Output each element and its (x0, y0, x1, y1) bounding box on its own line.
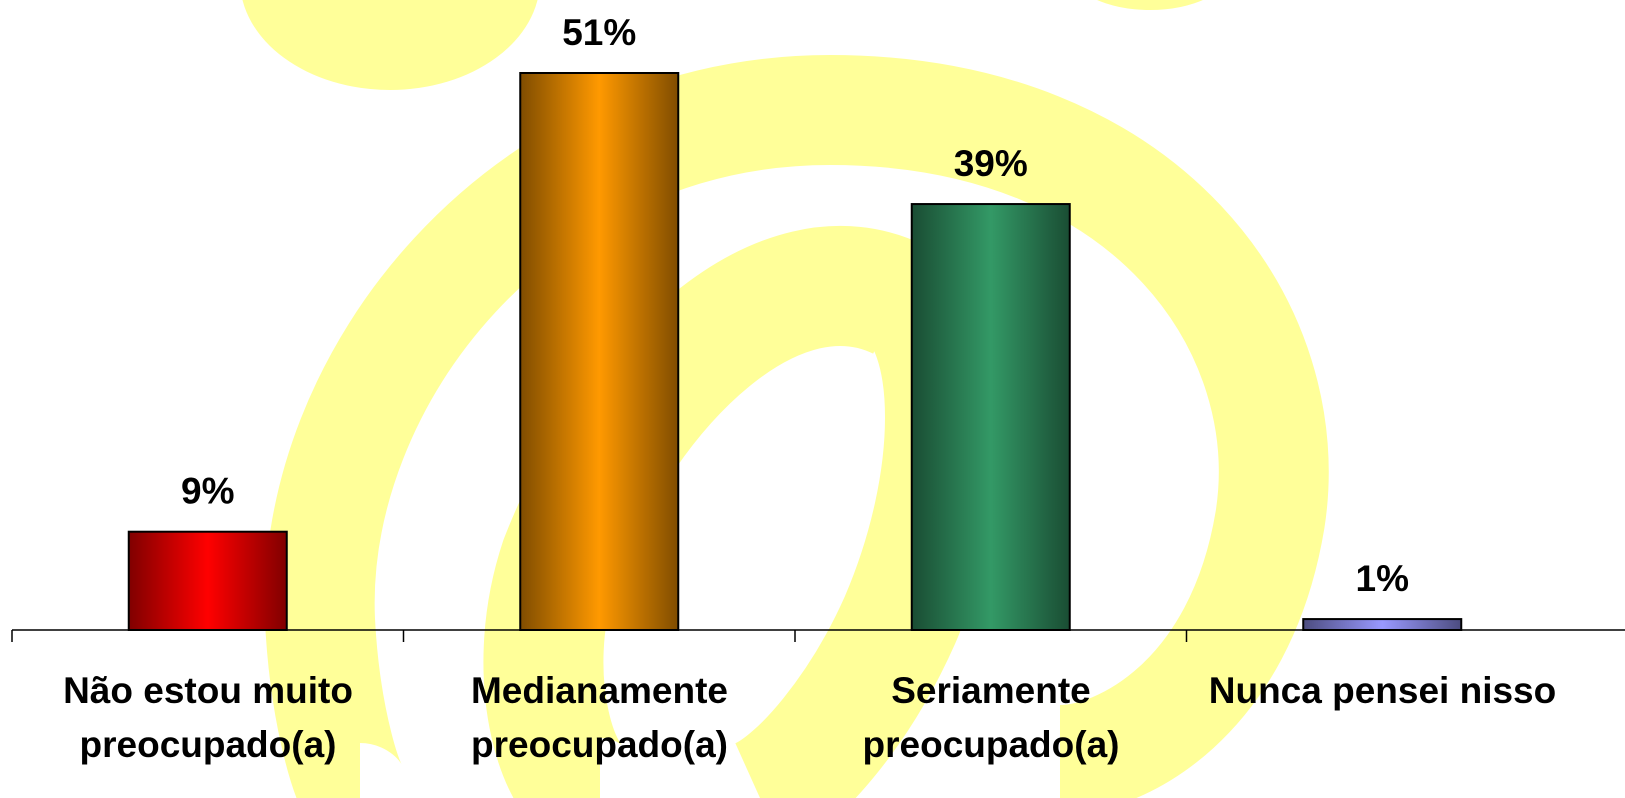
bar-shade (127, 530, 288, 631)
bar-shade (910, 203, 1071, 631)
x-tick-label: Seriamente preocupado(a) (862, 670, 1120, 765)
value-label: 39% (954, 143, 1028, 184)
x-tick-label: Nunca pensei nisso (1208, 670, 1557, 711)
value-label: 51% (562, 12, 636, 53)
x-tick-label: Não estou muito preocupado(a) (63, 670, 353, 765)
value-label: 9% (181, 471, 234, 512)
x-tick-label: Medianamente preocupado(a) (470, 670, 728, 765)
value-label: 1% (1356, 558, 1409, 599)
bar-shade (519, 72, 680, 631)
bar-shade (1302, 618, 1463, 631)
plot: 9% 51% 39% 1% (11, 12, 1463, 642)
